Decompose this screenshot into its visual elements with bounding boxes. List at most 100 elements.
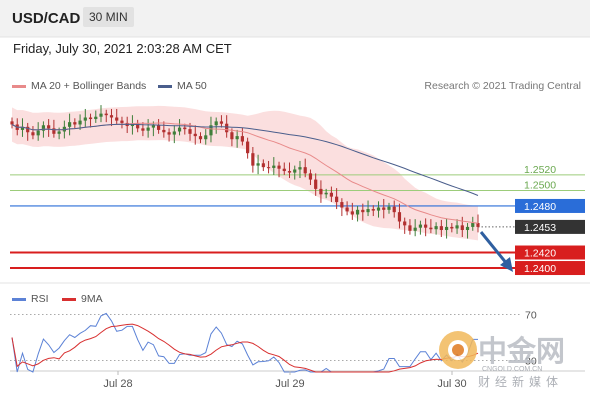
candle-body [387, 206, 391, 210]
candle-body [88, 117, 93, 120]
chart-datetime: Friday, July 30, 2021 2:03:28 AM CET [13, 41, 232, 56]
rsi-swatch-icon [12, 297, 26, 301]
candle-body [240, 136, 244, 142]
candle-body [20, 126, 25, 130]
rsi-pane: 30 70 [10, 310, 537, 373]
candle-body [225, 123, 229, 133]
candle-body [83, 117, 87, 121]
candle-body [246, 141, 250, 154]
x-axis-label: Jul 29 [275, 378, 304, 390]
candle-body [172, 131, 176, 135]
candle-body [73, 122, 77, 125]
support-label: 1.2420 [524, 248, 556, 260]
legend-rsi-ma: 9MA [62, 293, 103, 305]
candle-body [319, 188, 323, 195]
candle-body [424, 224, 428, 228]
bollinger-band-area [12, 105, 478, 241]
candle-body [277, 165, 281, 169]
candle-body [429, 227, 433, 230]
candles [10, 105, 480, 239]
bollinger-swatch-icon [12, 84, 26, 88]
watermark-url: CNGOLD.COM.CN [482, 366, 542, 373]
candle-body [219, 121, 224, 124]
candle-body [366, 209, 370, 213]
candle-body [57, 131, 61, 134]
candle-body [204, 135, 208, 140]
x-axis-label: Jul 30 [437, 378, 466, 390]
candle-body [67, 122, 72, 127]
candle-body [188, 129, 192, 134]
candle-body [235, 136, 239, 140]
candle-body [455, 225, 459, 229]
pivot-label: 1.2480 [524, 201, 556, 213]
timeframe-badge[interactable]: 30 MIN [83, 7, 134, 27]
candle-body [350, 211, 354, 215]
ma50-swatch-icon [158, 84, 172, 88]
candle-body [308, 173, 313, 180]
last-price-label: 1.2453 [524, 222, 556, 234]
candle-body [230, 132, 234, 140]
candle-body [26, 126, 30, 133]
candle-body [151, 125, 155, 128]
support-label: 1.2400 [524, 263, 556, 275]
candle-body [266, 167, 271, 169]
legend-ma50-label: MA 50 [177, 80, 207, 92]
candle-body [392, 206, 396, 213]
x-axis: Jul 28 Jul 29 Jul 30 [103, 371, 467, 390]
level-tags: 1.2520 1.2500 1.2480 1.2453 1.2420 1.2400 [515, 164, 585, 276]
legend-bollinger-label: MA 20 + Bollinger Bands [31, 80, 147, 92]
support-tag [515, 245, 585, 260]
candle-body [209, 125, 213, 136]
legend-rsi-ma-label: 9MA [81, 293, 103, 305]
candle-body [340, 202, 344, 208]
candle-body [303, 167, 307, 174]
candle-body [413, 227, 417, 231]
symbol-title: USD/CAD [12, 10, 81, 27]
candle-body [314, 179, 318, 189]
candle-body [282, 168, 286, 172]
candle-body [136, 123, 140, 129]
candle-body [177, 127, 182, 132]
candle-body [324, 192, 328, 195]
candle-body [476, 223, 480, 227]
candle-body [434, 226, 438, 230]
copyright-text: Research © 2021 Trading Central [424, 80, 581, 92]
candle-body [157, 125, 161, 130]
watermark-brand: 中金网 [478, 334, 565, 368]
rsi-line [11, 312, 478, 373]
pivot-tag [515, 198, 585, 213]
candle-body [397, 212, 402, 222]
candle-body [439, 226, 443, 231]
legend-rsi-label: RSI [31, 293, 49, 305]
candle-body [104, 113, 108, 116]
bollinger-band [12, 105, 478, 241]
candle-body [298, 167, 302, 170]
candle-body [115, 117, 119, 121]
candle-body [183, 127, 187, 130]
candle-body [99, 113, 103, 117]
legend-rsi: RSI [12, 293, 49, 305]
forecast-arrow-line [479, 231, 509, 265]
forecast-arrow [479, 231, 513, 272]
candle-body [335, 196, 339, 203]
candle-body [78, 120, 82, 125]
candle-body [287, 171, 292, 173]
candle-body [376, 207, 381, 211]
last-price-tag [515, 219, 585, 234]
candle-body [418, 224, 423, 228]
candle-body [146, 127, 150, 131]
watermark: 中金网 CNGOLD.COM.CN 财经新媒体 [439, 331, 565, 389]
candle-body [214, 121, 218, 126]
candle-body [251, 153, 255, 166]
support-tag [515, 261, 585, 276]
candle-body [272, 165, 276, 168]
candle-body [141, 128, 145, 131]
candle-body [41, 125, 46, 131]
candle-body [355, 209, 360, 215]
watermark-slogan: 财经新媒体 [478, 374, 563, 389]
candle-body [329, 192, 333, 197]
candle-body [36, 130, 40, 136]
candle-body [371, 209, 375, 211]
candle-body [261, 163, 265, 168]
